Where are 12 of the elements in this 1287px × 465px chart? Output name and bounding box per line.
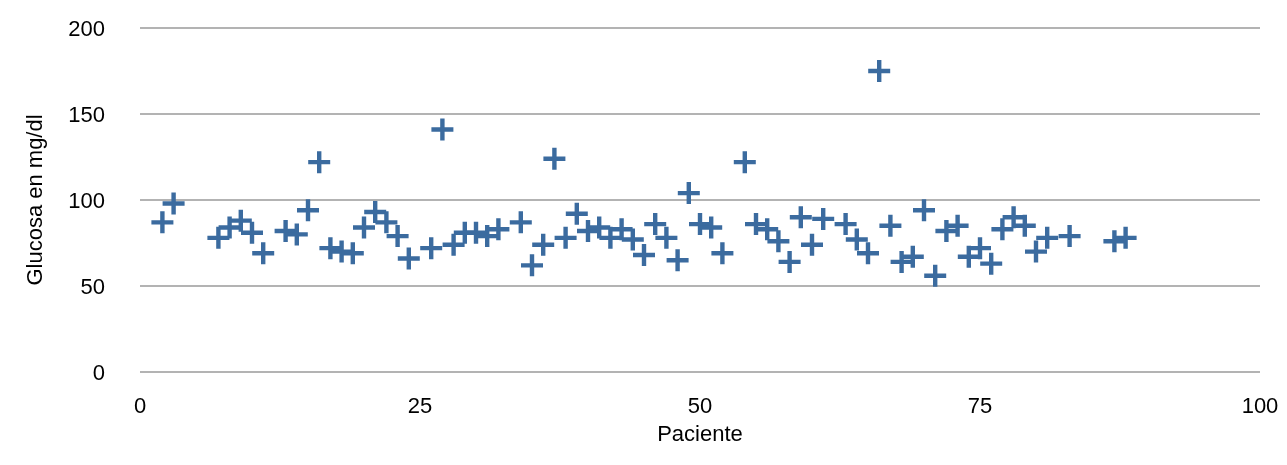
y-tick-label: 150 [68, 101, 105, 127]
x-tick-label: 75 [967, 392, 993, 418]
x-tick-label: 100 [1241, 392, 1279, 418]
y-tick-label: 200 [68, 15, 105, 41]
y-axis-title: Glucosa en mg/dl [21, 114, 47, 286]
x-tick-label: 0 [133, 392, 147, 418]
y-tick-label: 0 [92, 359, 105, 385]
y-tick-label: 100 [68, 187, 105, 213]
y-tick-label: 50 [80, 273, 105, 299]
x-axis-title: Paciente [657, 420, 743, 446]
x-tick-label: 25 [407, 392, 433, 418]
x-tick-label: 50 [687, 392, 713, 418]
